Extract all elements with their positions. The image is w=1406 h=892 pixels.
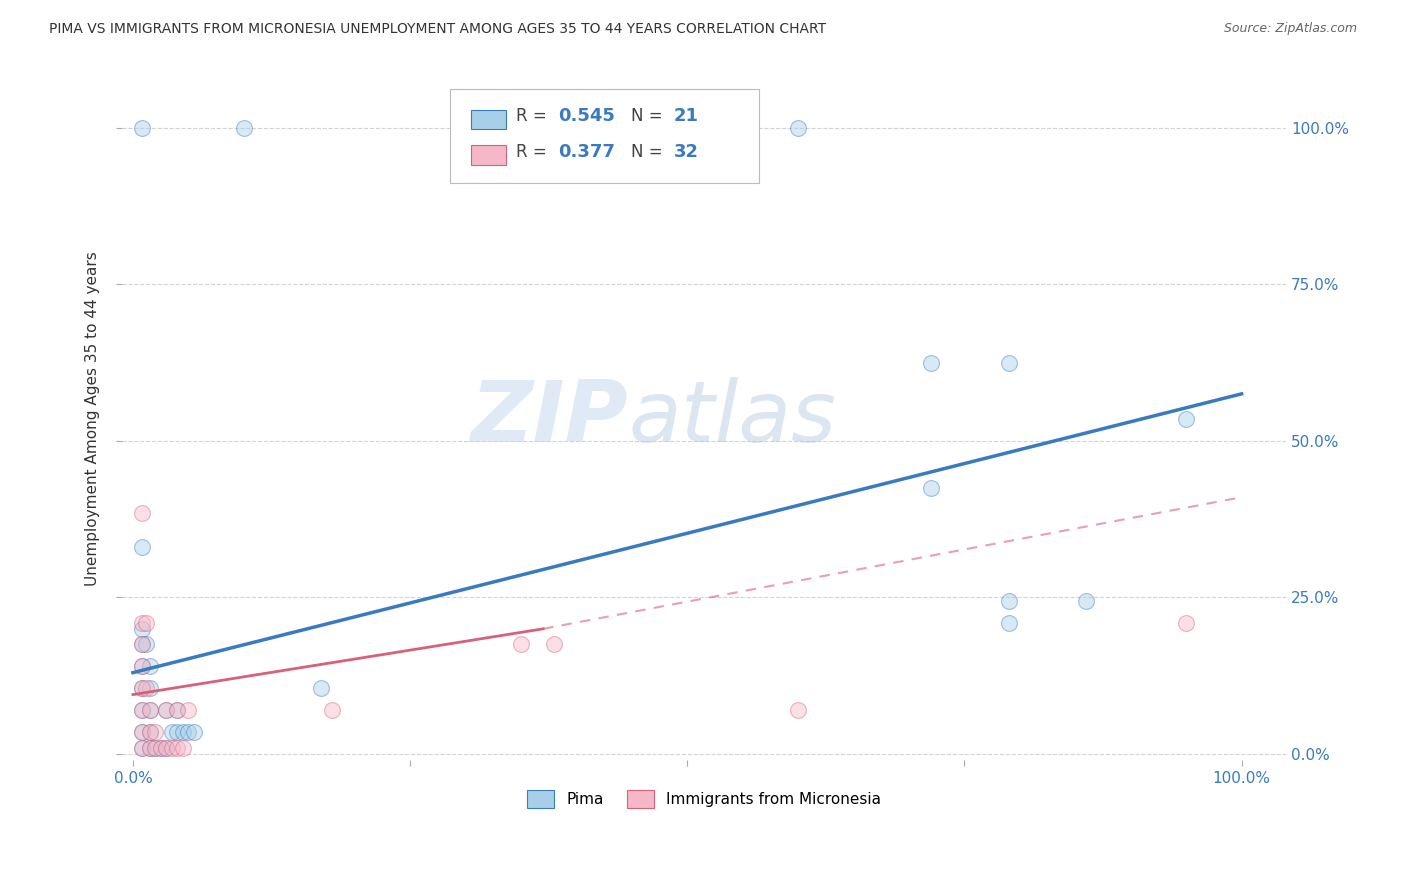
Point bbox=[131, 659, 153, 673]
Point bbox=[160, 740, 183, 755]
Point bbox=[787, 120, 810, 135]
Point bbox=[155, 740, 177, 755]
Point bbox=[155, 703, 177, 717]
Point bbox=[997, 593, 1019, 607]
Point bbox=[510, 638, 533, 652]
Y-axis label: Unemployment Among Ages 35 to 44 years: Unemployment Among Ages 35 to 44 years bbox=[86, 252, 100, 586]
Point bbox=[131, 740, 153, 755]
Text: Source: ZipAtlas.com: Source: ZipAtlas.com bbox=[1223, 22, 1357, 36]
Point bbox=[131, 681, 153, 696]
Point bbox=[135, 615, 157, 630]
Text: 32: 32 bbox=[673, 143, 699, 161]
Point bbox=[166, 703, 188, 717]
Point bbox=[1175, 412, 1198, 426]
Point bbox=[131, 506, 153, 520]
Point bbox=[138, 725, 160, 739]
Point bbox=[172, 725, 194, 739]
Point bbox=[166, 703, 188, 717]
Point bbox=[155, 740, 177, 755]
Point bbox=[143, 740, 166, 755]
Point bbox=[920, 355, 942, 369]
Point bbox=[143, 725, 166, 739]
Point bbox=[138, 681, 160, 696]
Point bbox=[311, 681, 333, 696]
Point bbox=[183, 725, 205, 739]
Point bbox=[1175, 615, 1198, 630]
Text: R =: R = bbox=[516, 107, 553, 125]
Point bbox=[135, 681, 157, 696]
Text: atlas: atlas bbox=[628, 377, 837, 460]
Point bbox=[787, 703, 810, 717]
Point bbox=[138, 725, 160, 739]
Point bbox=[135, 638, 157, 652]
Text: 0.545: 0.545 bbox=[558, 107, 614, 125]
Point bbox=[143, 740, 166, 755]
Point bbox=[131, 638, 153, 652]
Point bbox=[166, 740, 188, 755]
Point bbox=[131, 638, 153, 652]
Point bbox=[131, 703, 153, 717]
Point bbox=[131, 120, 153, 135]
Point bbox=[131, 725, 153, 739]
Point bbox=[131, 725, 153, 739]
Point bbox=[131, 740, 153, 755]
Point bbox=[131, 615, 153, 630]
Point bbox=[138, 740, 160, 755]
Text: 21: 21 bbox=[673, 107, 699, 125]
Text: ZIP: ZIP bbox=[471, 377, 628, 460]
Point bbox=[131, 541, 153, 555]
Point bbox=[138, 703, 160, 717]
Point bbox=[131, 681, 153, 696]
Point bbox=[155, 703, 177, 717]
Point bbox=[149, 740, 172, 755]
Point bbox=[321, 703, 343, 717]
Point bbox=[1076, 593, 1098, 607]
Text: R =: R = bbox=[516, 143, 553, 161]
Point bbox=[232, 120, 254, 135]
Point bbox=[131, 622, 153, 636]
Legend: Pima, Immigrants from Micronesia: Pima, Immigrants from Micronesia bbox=[520, 784, 887, 814]
Point bbox=[172, 740, 194, 755]
Point bbox=[131, 703, 153, 717]
Point bbox=[149, 740, 172, 755]
Text: PIMA VS IMMIGRANTS FROM MICRONESIA UNEMPLOYMENT AMONG AGES 35 TO 44 YEARS CORREL: PIMA VS IMMIGRANTS FROM MICRONESIA UNEMP… bbox=[49, 22, 827, 37]
Text: N =: N = bbox=[631, 143, 668, 161]
Point bbox=[160, 725, 183, 739]
Point bbox=[131, 659, 153, 673]
Point bbox=[166, 725, 188, 739]
Point bbox=[543, 638, 565, 652]
Point bbox=[997, 615, 1019, 630]
Point bbox=[177, 725, 200, 739]
Point bbox=[138, 659, 160, 673]
Point bbox=[177, 703, 200, 717]
Point bbox=[138, 703, 160, 717]
Point bbox=[997, 355, 1019, 369]
Text: 0.377: 0.377 bbox=[558, 143, 614, 161]
Point bbox=[138, 740, 160, 755]
Text: N =: N = bbox=[631, 107, 668, 125]
Point bbox=[920, 481, 942, 495]
